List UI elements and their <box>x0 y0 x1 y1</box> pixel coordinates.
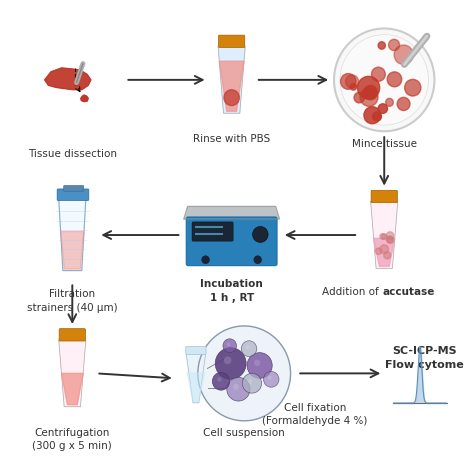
Text: Cell fixation
(Formaldehyde 4 %): Cell fixation (Formaldehyde 4 %) <box>262 403 367 426</box>
Circle shape <box>354 92 365 103</box>
Circle shape <box>389 39 400 51</box>
Circle shape <box>394 45 413 64</box>
Polygon shape <box>219 61 244 111</box>
Circle shape <box>224 356 231 365</box>
Circle shape <box>364 85 377 100</box>
FancyBboxPatch shape <box>371 190 397 203</box>
Text: Flow cytome: Flow cytome <box>385 360 464 370</box>
Circle shape <box>340 73 356 89</box>
Polygon shape <box>59 340 86 407</box>
FancyBboxPatch shape <box>192 222 233 241</box>
Circle shape <box>384 252 391 259</box>
Circle shape <box>387 236 394 244</box>
Text: Filtration
strainers (40 μm): Filtration strainers (40 μm) <box>27 290 118 312</box>
Polygon shape <box>374 238 395 266</box>
Text: Cell suspension: Cell suspension <box>203 428 285 438</box>
Circle shape <box>385 98 393 106</box>
Circle shape <box>340 35 428 125</box>
Circle shape <box>224 90 239 106</box>
Circle shape <box>202 256 210 264</box>
Circle shape <box>378 104 388 113</box>
Circle shape <box>241 341 257 356</box>
Circle shape <box>382 234 387 239</box>
Circle shape <box>364 107 381 124</box>
Text: SC-ICP-MS: SC-ICP-MS <box>392 346 457 356</box>
Circle shape <box>380 245 389 254</box>
Circle shape <box>360 88 378 106</box>
Circle shape <box>386 236 393 243</box>
Circle shape <box>242 374 262 393</box>
Polygon shape <box>218 46 245 113</box>
Circle shape <box>373 112 382 121</box>
Circle shape <box>350 84 356 90</box>
Circle shape <box>254 360 260 366</box>
Polygon shape <box>45 68 91 90</box>
Circle shape <box>254 256 262 264</box>
Circle shape <box>380 234 385 239</box>
Circle shape <box>227 377 250 401</box>
Circle shape <box>223 339 237 353</box>
FancyBboxPatch shape <box>219 35 245 47</box>
FancyBboxPatch shape <box>59 328 85 341</box>
Circle shape <box>215 348 246 379</box>
Text: accutase: accutase <box>383 287 435 297</box>
FancyBboxPatch shape <box>57 189 89 201</box>
Text: Rinse with PBS: Rinse with PBS <box>193 134 270 144</box>
Circle shape <box>334 28 435 131</box>
Circle shape <box>378 42 385 49</box>
Circle shape <box>227 343 230 346</box>
Circle shape <box>247 379 253 384</box>
Polygon shape <box>62 374 83 405</box>
Polygon shape <box>184 206 280 219</box>
FancyBboxPatch shape <box>186 217 277 265</box>
Circle shape <box>253 227 268 242</box>
Circle shape <box>233 384 239 390</box>
Circle shape <box>375 248 382 255</box>
Circle shape <box>268 376 272 380</box>
Circle shape <box>217 377 221 382</box>
Polygon shape <box>81 95 88 101</box>
Polygon shape <box>59 200 86 271</box>
Circle shape <box>246 345 249 349</box>
Polygon shape <box>187 373 205 401</box>
Text: Addition of: Addition of <box>322 287 383 297</box>
Circle shape <box>198 326 291 421</box>
Circle shape <box>264 372 279 387</box>
Circle shape <box>372 67 385 82</box>
Circle shape <box>212 373 230 390</box>
Circle shape <box>387 72 402 87</box>
Text: Incubation
1 h , RT: Incubation 1 h , RT <box>201 280 263 303</box>
Circle shape <box>247 353 272 378</box>
Text: Tissue dissection: Tissue dissection <box>28 149 117 159</box>
Circle shape <box>386 232 394 239</box>
Text: Centrifugation
(300 g x 5 min): Centrifugation (300 g x 5 min) <box>32 428 112 451</box>
Circle shape <box>405 79 421 96</box>
Circle shape <box>397 97 410 110</box>
Polygon shape <box>61 231 84 269</box>
Circle shape <box>346 75 358 88</box>
FancyBboxPatch shape <box>64 185 83 191</box>
Circle shape <box>357 76 380 99</box>
Text: Mince tissue: Mince tissue <box>352 139 417 149</box>
Polygon shape <box>371 201 398 268</box>
FancyBboxPatch shape <box>186 346 206 355</box>
Polygon shape <box>186 354 206 403</box>
